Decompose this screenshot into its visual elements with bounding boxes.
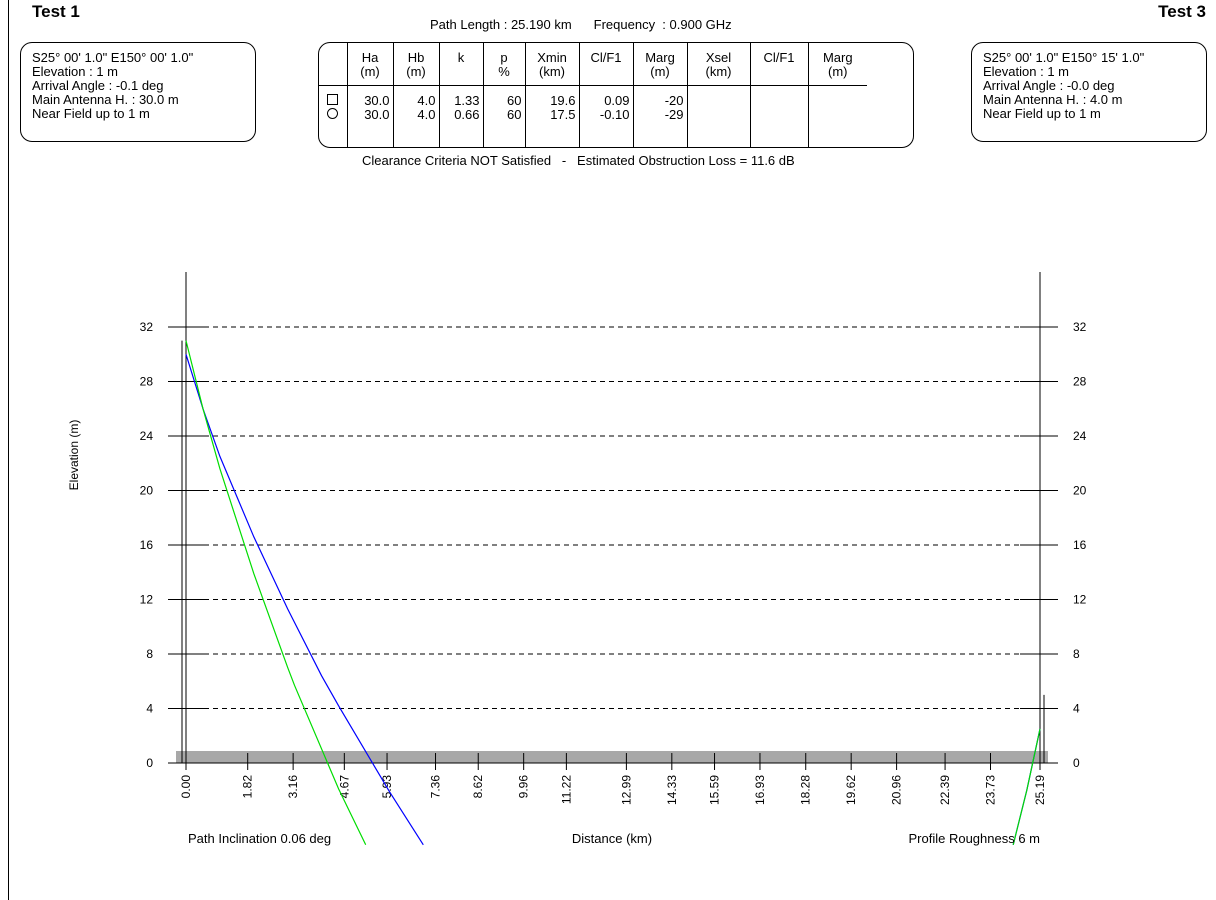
x-tick-label: 25.19	[1033, 775, 1047, 805]
clearance-curve-2	[185, 340, 1041, 846]
column-header: Cl/F1	[579, 43, 634, 86]
site-b-title: Test 3	[1158, 2, 1206, 21]
y-tick-label-right: 32	[1073, 320, 1087, 334]
table-cell: -20	[633, 85, 688, 108]
site-b-info-box: S25° 00' 1.0" E150° 15' 1.0" Elevation :…	[971, 42, 1207, 142]
x-tick-label: 12.99	[619, 775, 633, 805]
x-tick-label: 23.73	[984, 775, 998, 805]
table-cell: 60	[483, 85, 526, 108]
x-tick-label: 14.33	[665, 775, 679, 805]
table-cell	[687, 85, 751, 108]
site-b-coords: S25° 00' 1.0" E150° 15' 1.0"	[983, 50, 1145, 65]
x-tick-label: 11.22	[559, 775, 573, 804]
y-tick-label-right: 16	[1073, 538, 1087, 552]
table-cell: 30.0	[347, 85, 394, 108]
table-cell: 17.5	[525, 107, 580, 122]
table-filler-row	[319, 121, 867, 147]
path-length: Path Length : 25.190 km	[430, 17, 572, 32]
site-b-antenna-height: Main Antenna H. : 4.0 m	[983, 92, 1123, 107]
table-cell: 0.66	[439, 107, 484, 122]
table-cell	[750, 107, 809, 122]
table-cell: 4.0	[393, 85, 440, 108]
terrain-band	[176, 751, 1048, 763]
column-header: k	[439, 43, 484, 86]
x-tick-label: 22.39	[938, 775, 952, 805]
y-axis-label: Elevation (m)	[67, 420, 81, 491]
site-b-near-field: Near Field up to 1 m	[983, 106, 1101, 121]
frame-left-border	[8, 0, 9, 900]
column-header: Ha (m)	[347, 43, 394, 86]
x-tick-label: 18.28	[799, 775, 813, 805]
y-tick-label-right: 4	[1073, 702, 1080, 716]
y-tick-label-right: 24	[1073, 429, 1087, 443]
table-cell: -29	[633, 107, 688, 122]
table-cell: 19.6	[525, 85, 580, 108]
y-tick-label-right: 20	[1073, 484, 1087, 498]
profile-roughness-label: Profile Roughness 6 m	[908, 831, 1040, 846]
site-a-coords: S25° 00' 1.0" E150° 00' 1.0"	[32, 50, 194, 65]
column-header: Xsel (km)	[687, 43, 751, 86]
column-header: p%	[483, 43, 526, 86]
column-header: Marg (m)	[633, 43, 688, 86]
site-a-title: Test 1	[32, 2, 80, 21]
symbol-header	[319, 43, 348, 86]
y-tick-label: 4	[146, 702, 153, 716]
y-tick-label: 20	[140, 484, 154, 498]
site-a-antenna-height: Main Antenna H. : 30.0 m	[32, 92, 179, 107]
column-header: Cl/F1	[750, 43, 809, 86]
y-tick-label: 0	[146, 756, 153, 770]
table-cell	[750, 85, 809, 108]
x-tick-label: 8.62	[471, 775, 485, 799]
table-header-row: Ha (m) Hb (m) k p% Xmin (km) Cl/F1 Marg (m) Xsel (km…	[319, 43, 867, 86]
x-tick-label: 7.36	[429, 775, 443, 799]
site-a-elevation: Elevation : 1 m	[32, 64, 118, 79]
y-tick-label: 24	[140, 429, 154, 443]
clearance-parameters-table: Ha (m) Hb (m) k p% Xmin (km) Cl/F1 Marg (m) Xsel (km…	[318, 42, 914, 148]
x-axis-label: Distance (km)	[572, 831, 652, 846]
x-tick-label: 3.16	[286, 775, 300, 799]
y-tick-label: 28	[140, 375, 154, 389]
x-tick-label: 16.93	[753, 775, 767, 805]
column-header: Hb (m)	[393, 43, 440, 86]
y-tick-label-right: 8	[1073, 647, 1080, 661]
circle-marker-icon	[319, 107, 348, 122]
table-body: 30.0 4.0 1.33 60 19.6 0.09 -20 30.0 4.0 0.66 60 17.…	[319, 85, 867, 147]
table-cell	[687, 107, 751, 122]
table-cell: 1.33	[439, 85, 484, 108]
x-tick-label: 4.67	[337, 775, 351, 799]
x-tick-label: 20.96	[890, 775, 904, 805]
y-tick-label: 32	[140, 320, 154, 334]
y-tick-label: 16	[140, 538, 154, 552]
x-tick-label: 1.82	[241, 775, 255, 799]
table-cell: 30.0	[347, 107, 394, 122]
column-header: Marg (m)	[808, 43, 867, 86]
frequency: Frequency : 0.900 GHz	[593, 17, 732, 32]
x-tick-label: 15.59	[708, 775, 722, 805]
site-a-info-box: S25° 00' 1.0" E150° 00' 1.0" Elevation :…	[20, 42, 256, 142]
y-tick-label: 8	[146, 647, 153, 661]
site-a-near-field: Near Field up to 1 m	[32, 106, 150, 121]
y-tick-label-right: 12	[1073, 593, 1087, 607]
site-a-arrival-angle: Arrival Angle : -0.1 deg	[32, 78, 164, 93]
table-row: 30.0 4.0 0.66 60 17.5 -0.10 -29	[319, 107, 867, 122]
x-tick-label: 9.96	[517, 775, 531, 799]
table-cell: 60	[483, 107, 526, 122]
path-info: Path Length : 25.190 km Frequency : 0.900…	[430, 17, 754, 32]
path-inclination-label: Path Inclination 0.06 deg	[188, 831, 331, 846]
square-marker-icon	[319, 85, 348, 108]
site-b-elevation: Elevation : 1 m	[983, 64, 1069, 79]
clearance-status: Clearance Criteria NOT Satisfied - Estim…	[362, 153, 795, 168]
column-header: Xmin (km)	[525, 43, 580, 86]
x-tick-label: 19.62	[844, 775, 858, 805]
y-tick-label: 12	[140, 593, 154, 607]
table-cell: 0.09	[579, 85, 634, 108]
x-tick-label: 0.00	[179, 775, 193, 799]
table-row: 30.0 4.0 1.33 60 19.6 0.09 -20	[319, 85, 867, 108]
site-b-arrival-angle: Arrival Angle : -0.0 deg	[983, 78, 1115, 93]
table-cell: 4.0	[393, 107, 440, 122]
y-tick-label-right: 28	[1073, 375, 1087, 389]
y-tick-label-right: 0	[1073, 756, 1080, 770]
table-cell: -0.10	[579, 107, 634, 122]
